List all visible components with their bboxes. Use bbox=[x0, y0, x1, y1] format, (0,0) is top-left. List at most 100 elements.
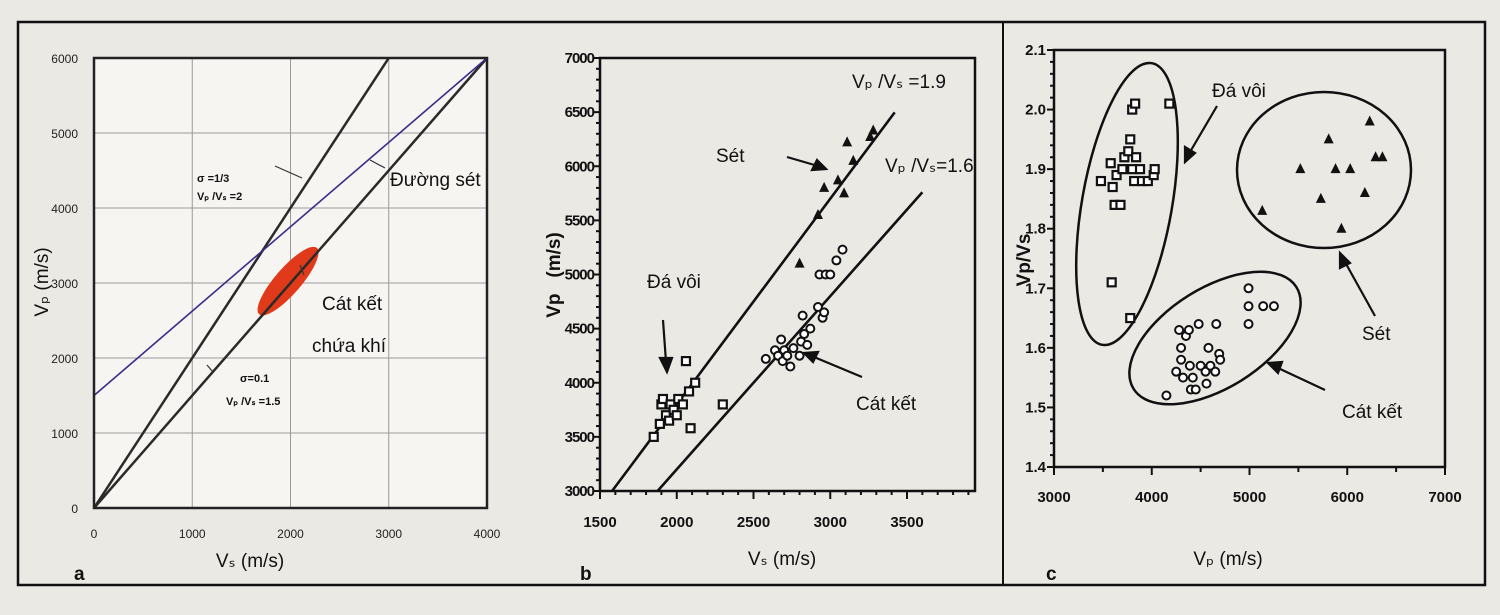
panel-b-sandstone-arrow bbox=[813, 355, 863, 379]
panel-b-shale-arrow bbox=[786, 155, 819, 168]
panel-a-x-tick-label: 0 bbox=[91, 527, 98, 541]
panel-c-shale-label: Sét bbox=[1362, 324, 1391, 345]
panel-c-x-tick-label: 3000 bbox=[1037, 489, 1070, 506]
panel-b-y-tick-label: 7000 bbox=[565, 50, 595, 67]
panel-b-point-square bbox=[663, 415, 675, 426]
panel-b-point-circle bbox=[794, 350, 805, 361]
panel-b-y-axis-label: Vp (m/s) bbox=[544, 232, 565, 318]
panel-c-point-circle bbox=[1211, 319, 1222, 330]
panel-c-point-triangle bbox=[1359, 186, 1370, 197]
panel-c-y-tick-label: 1.4 bbox=[1025, 459, 1047, 476]
panel-b-ratio-line-1 bbox=[656, 191, 924, 492]
panel-b-limestone-arrow bbox=[661, 319, 668, 363]
panel-b-point-square bbox=[683, 386, 695, 397]
panel-b-x-axis-label: Vₛ (m/s) bbox=[748, 549, 816, 570]
panel-b-point-circle bbox=[797, 310, 808, 321]
panel-b-x-tick-label: 2000 bbox=[660, 514, 693, 531]
panel-c: 3000 4000 5000 6000 7000 1.4 1.5 1.6 1.7 1.8 1.9 2.… bbox=[1014, 42, 1462, 585]
panel-b-point-square bbox=[690, 377, 701, 388]
panel-c-point-triangle bbox=[1323, 133, 1334, 144]
panel-a: 0 1000 2000 3000 4000 0 1000 2000 3000 4000 5000 60… bbox=[32, 52, 501, 585]
panel-b-y-tick-label: 4500 bbox=[565, 321, 595, 338]
panel-b-point-square bbox=[717, 399, 728, 410]
panel-a-x-tick-label: 2000 bbox=[277, 527, 304, 541]
panel-c-point-square bbox=[1095, 175, 1107, 187]
panel-c-sandstone-ellipse bbox=[1128, 270, 1302, 406]
panel-c-point-circle bbox=[1176, 354, 1187, 365]
panel-b-point-triangle bbox=[832, 174, 843, 185]
panel-c-point-square bbox=[1164, 98, 1175, 109]
panel-c-point-triangle bbox=[1345, 163, 1356, 174]
panel-a-mudrock-label: Đường sét bbox=[390, 170, 481, 191]
panel-c-y-tick-label: 2.0 bbox=[1025, 102, 1046, 119]
panel-a-leader-mudrock bbox=[369, 159, 386, 169]
panel-c-point-triangle bbox=[1364, 115, 1375, 126]
panel-c-point-circle bbox=[1183, 324, 1194, 335]
panel-c-sandstone-label: Cát kết bbox=[1342, 402, 1403, 423]
panel-c-y-tick-label: 1.7 bbox=[1025, 280, 1046, 297]
panel-a-line1-ratio: Vₚ /Vₛ =2 bbox=[197, 191, 242, 203]
panel-c-point-triangle bbox=[1377, 151, 1388, 162]
panel-c-point-square bbox=[1130, 98, 1141, 109]
panel-c-limestone-ellipse bbox=[1074, 61, 1180, 347]
panel-c-point-circle bbox=[1243, 283, 1254, 294]
panel-c-y-tick-label: 1.6 bbox=[1025, 340, 1046, 357]
panel-b-letter: b bbox=[580, 564, 592, 585]
panel-b-y-tick-label: 3000 bbox=[565, 483, 595, 500]
panel-c-x-axis-label: Vₚ (m/s) bbox=[1193, 549, 1262, 570]
panel-b-x-tick-label: 2500 bbox=[737, 514, 770, 531]
panel-a-leader-line2 bbox=[206, 364, 214, 373]
panel-c-limestone-arrowhead bbox=[1183, 145, 1197, 165]
panel-b-y-tick-label: 4000 bbox=[565, 375, 595, 392]
panel-a-series-line-2 bbox=[93, 57, 488, 397]
panel-c-point-triangle bbox=[1330, 163, 1341, 174]
panel-c-point-square bbox=[1131, 152, 1142, 163]
panel-c-x-tick-label: 5000 bbox=[1233, 489, 1266, 506]
figure-frame bbox=[16, 20, 1487, 587]
panel-b-x-tick-label: 3000 bbox=[814, 514, 847, 531]
panel-c-sandstone-arrow bbox=[1277, 367, 1326, 391]
panel-b-point-square bbox=[677, 399, 688, 410]
panel-b-limestone-label: Đá vôi bbox=[647, 272, 701, 293]
panel-b-y-tick-label: 6500 bbox=[565, 104, 595, 121]
panel-b-x-tick-label: 3500 bbox=[890, 514, 923, 531]
panel-b-line-1.9-label: Vₚ /Vₛ =1.9 bbox=[852, 72, 946, 93]
panel-b-sandstone-arrowhead bbox=[801, 350, 820, 364]
panel-a-x-axis-label: Vₛ (m/s) bbox=[216, 551, 284, 572]
panel-b-point-circle bbox=[831, 255, 842, 266]
panel-c-point-circle bbox=[1184, 360, 1195, 371]
panel-a-y-tick-label: 2000 bbox=[51, 352, 78, 366]
panel-a-gas-sand-label-2: chứa khí bbox=[312, 336, 387, 357]
panel-a-x-tick-label: 3000 bbox=[375, 527, 402, 541]
panel-b-point-square bbox=[654, 418, 665, 429]
panel-a-line2-sigma: σ=0.1 bbox=[240, 373, 269, 385]
panel-b-y-tick-label: 5500 bbox=[565, 212, 595, 229]
panel-b-point-square bbox=[685, 423, 696, 434]
panel-c-point-circle bbox=[1268, 301, 1279, 312]
panel-a-letter: a bbox=[74, 564, 85, 585]
panel-b-point-circle bbox=[760, 353, 771, 364]
panel-a-y-tick-label: 4000 bbox=[51, 202, 78, 216]
panel-b-shale-arrowhead bbox=[810, 158, 829, 172]
panel-b-y-tick-label: 5000 bbox=[565, 267, 595, 284]
panel-c-point-square bbox=[1123, 146, 1134, 157]
panel-b-point-triangle bbox=[848, 154, 859, 165]
panel-c-axes-frame bbox=[1052, 48, 1447, 469]
panel-c-point-circle bbox=[1201, 378, 1212, 389]
panel-b: 1500 2000 2500 3000 3500 3000 3500 4000 4500 5000… bbox=[544, 50, 977, 585]
panel-b-point-triangle bbox=[794, 257, 805, 268]
panel-c-y-tick-label: 1.5 bbox=[1025, 399, 1046, 416]
panel-a-line2-ratio: Vₚ /Vₛ =1.5 bbox=[226, 396, 280, 408]
panel-c-point-circle bbox=[1243, 319, 1254, 330]
panel-c-point-square bbox=[1142, 175, 1153, 187]
panel-a-y-tick-label: 6000 bbox=[51, 52, 78, 66]
panel-b-point-circle bbox=[802, 339, 813, 350]
panel-c-point-circle bbox=[1176, 342, 1187, 353]
panel-c-point-square bbox=[1105, 158, 1116, 169]
panel-c-point-triangle bbox=[1257, 204, 1268, 215]
panel-c-point-circle bbox=[1203, 342, 1214, 353]
panel-b-shale-label: Sét bbox=[716, 146, 745, 167]
panel-c-point-circle bbox=[1193, 319, 1204, 330]
panel-c-point-circle bbox=[1243, 301, 1254, 312]
